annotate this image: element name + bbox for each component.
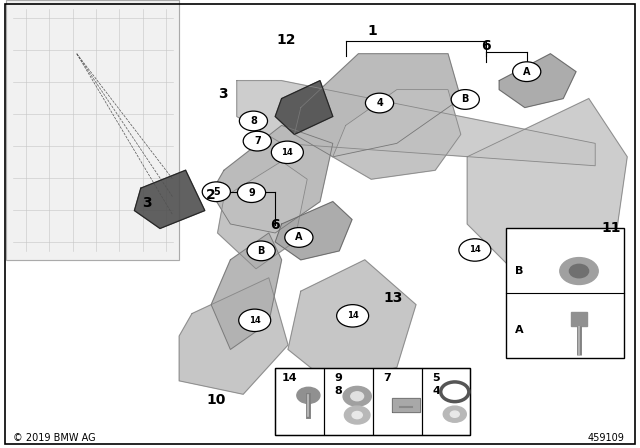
- Bar: [572, 312, 587, 326]
- Circle shape: [243, 131, 271, 151]
- Text: 12: 12: [276, 33, 296, 47]
- Text: 3: 3: [218, 87, 228, 101]
- Text: 14: 14: [469, 246, 481, 254]
- Circle shape: [202, 182, 230, 202]
- Polygon shape: [294, 54, 461, 157]
- Text: 6: 6: [481, 39, 492, 53]
- Text: A: A: [515, 325, 524, 335]
- Circle shape: [570, 264, 589, 278]
- Bar: [6, 0, 179, 260]
- Polygon shape: [288, 260, 416, 385]
- Circle shape: [239, 309, 271, 332]
- Polygon shape: [134, 170, 205, 228]
- Circle shape: [239, 111, 268, 131]
- Text: B: B: [257, 246, 265, 256]
- Text: 1: 1: [367, 24, 378, 39]
- Circle shape: [451, 411, 460, 418]
- Circle shape: [297, 387, 320, 404]
- Text: 14: 14: [249, 316, 260, 325]
- Polygon shape: [275, 81, 333, 134]
- Polygon shape: [392, 399, 420, 412]
- Text: 8: 8: [250, 116, 257, 126]
- Text: 14: 14: [282, 373, 298, 383]
- Circle shape: [285, 228, 313, 247]
- Text: 10: 10: [206, 392, 225, 407]
- Text: A: A: [523, 67, 531, 77]
- Circle shape: [271, 141, 303, 164]
- Polygon shape: [333, 90, 461, 179]
- Text: 5: 5: [213, 187, 220, 197]
- Text: 14: 14: [282, 148, 293, 157]
- Polygon shape: [237, 81, 595, 166]
- Text: 13: 13: [384, 291, 403, 305]
- Polygon shape: [275, 202, 352, 260]
- Text: 9: 9: [335, 373, 342, 383]
- Circle shape: [237, 183, 266, 202]
- Circle shape: [444, 406, 467, 422]
- Circle shape: [560, 258, 598, 284]
- Text: 6: 6: [270, 218, 280, 232]
- Polygon shape: [499, 54, 576, 108]
- Text: 11: 11: [602, 221, 621, 236]
- Bar: [324, 368, 372, 435]
- Text: 7: 7: [383, 373, 391, 383]
- Bar: [275, 368, 470, 435]
- Bar: [275, 368, 324, 435]
- Text: 14: 14: [347, 311, 358, 320]
- Circle shape: [352, 411, 362, 418]
- Circle shape: [344, 406, 370, 424]
- Circle shape: [459, 239, 491, 261]
- Circle shape: [337, 305, 369, 327]
- Polygon shape: [6, 0, 179, 260]
- Text: 7: 7: [254, 136, 260, 146]
- Polygon shape: [211, 233, 282, 349]
- Text: © 2019 BMW AG: © 2019 BMW AG: [13, 433, 95, 443]
- Circle shape: [247, 241, 275, 261]
- Text: B: B: [461, 95, 469, 104]
- Circle shape: [343, 386, 371, 406]
- Text: B: B: [515, 266, 524, 276]
- Text: 2: 2: [206, 188, 216, 202]
- Circle shape: [451, 90, 479, 109]
- Bar: [372, 368, 422, 435]
- Bar: [422, 368, 470, 435]
- Polygon shape: [218, 161, 307, 269]
- Text: A: A: [295, 233, 303, 242]
- Bar: [506, 228, 624, 358]
- Text: 9: 9: [248, 188, 255, 198]
- Polygon shape: [179, 278, 288, 394]
- Circle shape: [513, 62, 541, 82]
- Text: 4: 4: [376, 98, 383, 108]
- Text: 4: 4: [432, 386, 440, 396]
- Polygon shape: [211, 125, 333, 233]
- Text: 3: 3: [142, 196, 152, 210]
- Text: 459109: 459109: [587, 433, 624, 443]
- Polygon shape: [467, 99, 627, 269]
- Circle shape: [365, 93, 394, 113]
- Text: 8: 8: [335, 386, 342, 396]
- Text: 5: 5: [433, 373, 440, 383]
- Circle shape: [351, 392, 364, 401]
